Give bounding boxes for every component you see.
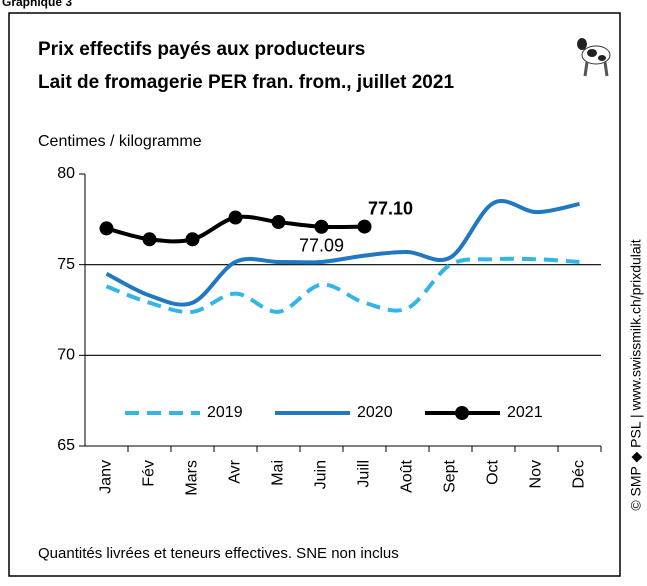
point xyxy=(100,221,114,235)
x-tick-label: Déc xyxy=(571,460,588,488)
y-tick-label: 70 xyxy=(57,347,75,364)
point xyxy=(272,215,286,229)
chart-label: Graphique 3 xyxy=(2,0,72,9)
x-tick-label: Oct xyxy=(485,459,502,484)
legend-label: 2020 xyxy=(357,404,393,421)
point xyxy=(186,232,200,246)
value-label: 77.09 xyxy=(299,236,344,256)
x-tick-label: Nov xyxy=(528,460,545,488)
x-tick-label: Juin xyxy=(313,460,330,489)
source: © SMP ◆ PSL | www.swissmilk.ch/prixdulai… xyxy=(628,239,644,510)
x-tick-label: Fév xyxy=(141,460,158,487)
x-tick-label: Août xyxy=(399,459,416,492)
x-tick-label: Sept xyxy=(442,459,459,492)
legend-label: 2021 xyxy=(507,404,543,421)
y-tick-label: 75 xyxy=(57,256,75,273)
chart: Graphique 3 Prix effectifs payés aux pro… xyxy=(0,0,647,581)
chart-subtitle: Lait de fromagerie PER fran. from., juil… xyxy=(38,72,454,93)
value-label: 77.10 xyxy=(368,198,413,218)
legend-marker xyxy=(455,406,469,420)
chart-title: Prix effectifs payés aux producteurs xyxy=(38,39,365,60)
y-tick-label: 65 xyxy=(57,437,75,454)
footnote: Quantités livrées et teneurs effectives.… xyxy=(38,545,399,562)
y-axis-label: Centimes / kilogramme xyxy=(38,133,202,150)
legend-label: 2019 xyxy=(207,404,243,421)
x-tick-label: Mars xyxy=(184,460,201,496)
x-tick-label: Janv xyxy=(98,460,115,494)
point xyxy=(143,232,157,246)
x-tick-label: Juill xyxy=(356,460,373,488)
point xyxy=(229,211,243,225)
x-tick-label: Avr xyxy=(227,459,244,483)
x-tick-label: Mai xyxy=(270,460,287,486)
point xyxy=(358,220,372,234)
y-tick-label: 80 xyxy=(57,165,75,182)
point xyxy=(315,220,329,234)
